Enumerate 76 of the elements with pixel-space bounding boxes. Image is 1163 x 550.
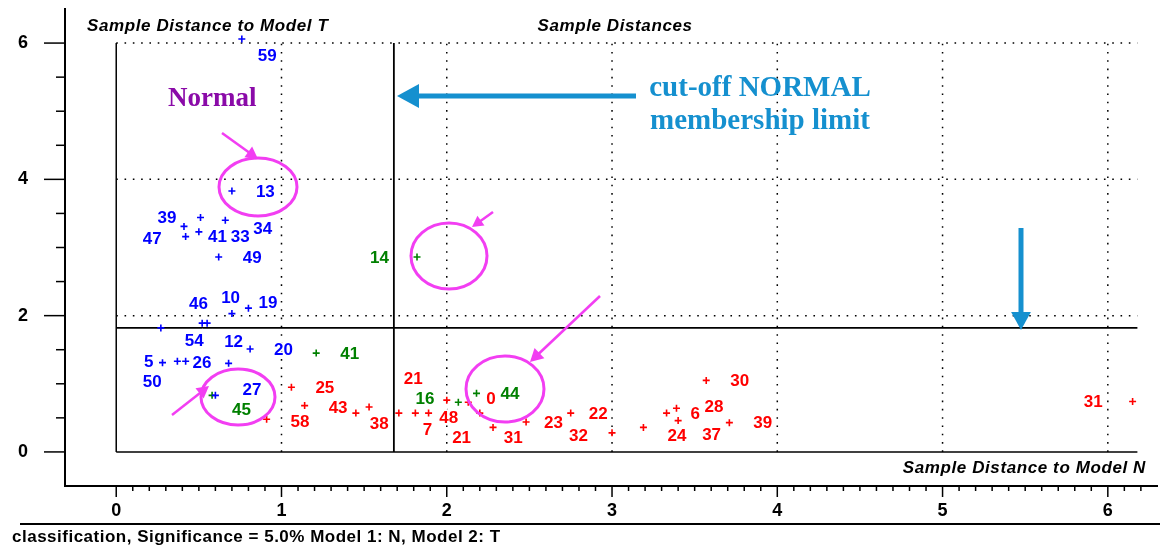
annotation: 20 (274, 339, 294, 359)
annotation: 21 (403, 368, 423, 388)
point (194, 227, 204, 237)
annotation: 28 (704, 397, 724, 416)
point (566, 408, 576, 418)
annotation: 25 (315, 377, 335, 397)
x-tick-label: 6 (1102, 499, 1113, 520)
annotation: 13 (255, 181, 275, 201)
point (156, 323, 166, 333)
annotation: 41 (207, 227, 227, 247)
annotation: 47 (142, 229, 162, 249)
point (521, 417, 531, 427)
annotation: 31 (1083, 392, 1103, 412)
annotation: 34 (253, 218, 273, 238)
annotation: 48 (439, 407, 459, 427)
text: Sample Distances (537, 16, 693, 36)
x-axis-title: Sample Distance to Model N (902, 458, 1146, 478)
y-tick-label: 0 (17, 440, 28, 461)
point (197, 318, 207, 328)
text: classification, Significance = 5.0% Model 1: N, Model 2: T (12, 527, 501, 547)
x-tick-label: 1 (276, 499, 287, 520)
x-tick-label: 0 (111, 499, 122, 520)
annotation: 58 (290, 411, 310, 431)
point (245, 344, 255, 354)
annotation: 14 (370, 247, 390, 267)
annotation: 19 (258, 292, 278, 312)
annotation: 33 (230, 226, 250, 246)
annotation: 31 (503, 427, 523, 447)
x-tick-label: 5 (937, 499, 948, 520)
annotation: 49 (242, 247, 262, 267)
y-tick-label: 4 (17, 168, 28, 189)
x-tick-label: 3 (607, 499, 618, 520)
x-tick-label: 4 (772, 499, 783, 520)
point (442, 395, 452, 405)
annotation: Normal (168, 82, 257, 113)
annotation: 37 (702, 425, 722, 445)
annotation: 5 (143, 351, 154, 371)
y-tick-label: 2 (17, 304, 28, 325)
y-tick-label: 6 (17, 32, 28, 53)
annotation: 7 (422, 419, 433, 439)
y-axis-title: Sample Distance to Model T (87, 16, 329, 36)
point (394, 408, 404, 418)
point (202, 318, 212, 328)
point (364, 402, 374, 412)
annotation: 39 (157, 208, 177, 228)
annotation: 41 (340, 343, 360, 363)
annotation: 44 (500, 384, 520, 404)
annotation: 0 (486, 388, 496, 408)
x-tick-label: 2 (441, 499, 452, 520)
annotation: 6 (690, 403, 701, 423)
annotation: 24 (667, 426, 687, 446)
point (311, 348, 321, 358)
annotation: 30 (730, 371, 750, 391)
annotation: cut-off NORMAL membership limit (648, 70, 872, 136)
annotation: 26 (192, 353, 212, 373)
annotation: 59 (257, 45, 277, 65)
annotation: 39 (753, 413, 773, 433)
annotation: 43 (328, 398, 348, 418)
annotation: 46 (189, 294, 208, 314)
point (237, 34, 247, 44)
annotation: 21 (452, 428, 472, 448)
annotation: 54 (184, 330, 205, 350)
annotation: 23 (544, 412, 564, 432)
annotation: 10 (221, 287, 241, 307)
point (227, 186, 237, 196)
annotation: 38 (369, 413, 389, 433)
point (607, 428, 617, 438)
annotation: 32 (569, 425, 589, 445)
annotation: 22 (588, 403, 608, 423)
annotation: 45 (232, 400, 252, 420)
point (412, 252, 422, 262)
annotation: 16 (415, 388, 435, 408)
annotation: 50 (142, 371, 162, 391)
annotation: 27 (242, 380, 262, 400)
point (351, 408, 361, 418)
annotation: 12 (224, 331, 244, 351)
